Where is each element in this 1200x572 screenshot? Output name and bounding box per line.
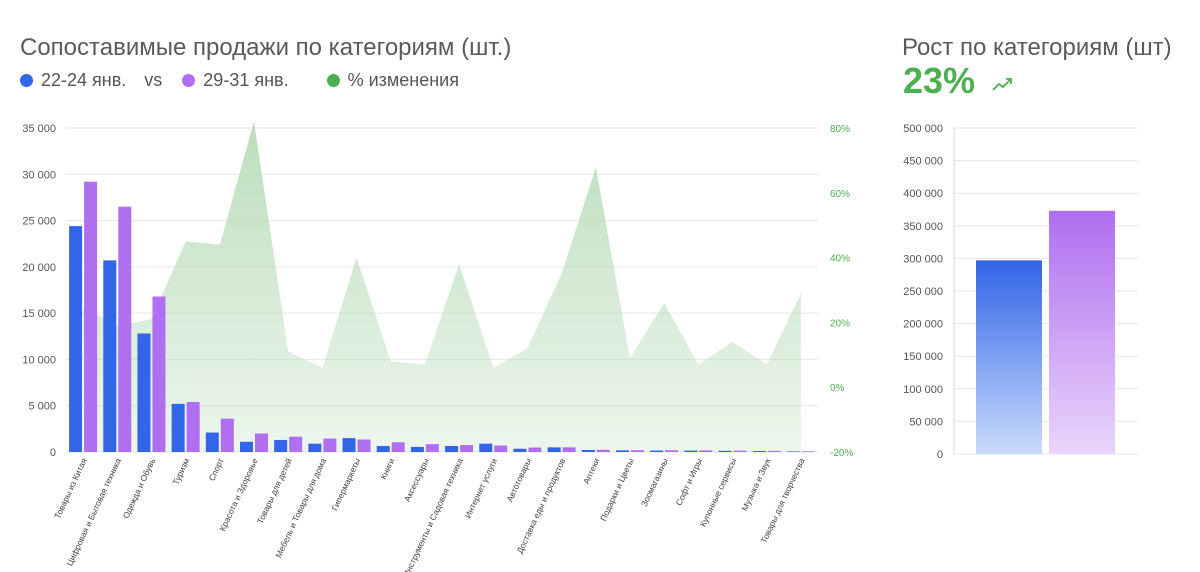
bar-series-b [562,447,576,452]
bar-series-b [152,296,166,452]
bar-series-b [186,402,200,452]
bar-series-b [801,451,815,452]
bar-series-a [513,448,527,452]
bar-series-b [84,181,98,453]
bar-series-a [103,260,117,452]
bar-series-b [220,418,234,452]
bar-series-b [494,445,508,452]
y-right-tick-label: 0% [830,383,845,394]
bar-series-b [425,444,439,452]
bar-series-a [171,403,185,452]
bar-series-a [445,445,459,452]
bar-series-b [631,450,644,452]
y-tick-label: 200 000 [903,319,943,331]
legend-label-series-b: 29-31 янв. [203,69,289,90]
bar-series-a [410,446,424,452]
y-tick-label: 250 000 [903,286,943,298]
bar-series-a [240,441,253,452]
y-tick-label: 50 000 [909,416,943,428]
y-tick-label: 450 000 [903,156,943,168]
bar-series-b [118,206,132,452]
y-right-tick-label: 60% [830,189,850,200]
y-right-tick-label: 40% [830,254,850,265]
bar-series-b [289,436,303,452]
bar-series-a [684,450,698,452]
y-left-tick-label: 30 000 [22,169,56,181]
legend-item-series-b[interactable]: 29-31 янв. [182,69,289,91]
bar-series-b [391,442,405,452]
y-left-tick-label: 25 000 [22,216,56,228]
y-tick-label: 0 [937,449,943,461]
y-tick-label: 400 000 [903,188,943,200]
bar-series-a [718,450,732,452]
y-left-tick-label: 0 [50,447,56,459]
bar-series-b [528,447,542,452]
y-tick-label: 350 000 [903,221,943,233]
y-left-tick-label: 35 000 [22,123,56,135]
bar-series-a [69,226,83,452]
legend-item-series-a[interactable]: 22-24 янв. [20,70,126,91]
y-tick-label: 150 000 [903,351,943,363]
y-left-tick-label: 10 000 [22,354,56,366]
bar-series-a [616,450,629,452]
bar-series-b [699,450,713,452]
chart-legend: 22-24 янв. vs 29-31 янв. % изменения [20,68,459,92]
growth-kpi: 23% [903,60,1015,102]
bar-series-a [786,451,800,452]
bar-series-b [596,449,610,452]
change-area [83,121,801,453]
bar-series-a [479,443,493,452]
y-tick-label: 100 000 [903,384,943,396]
bar-series-b [323,438,337,452]
legend-vs-label: vs [144,69,163,90]
growth-title: Рост по категориям (шт) [902,34,1172,61]
y-tick-label: 500 000 [903,123,943,135]
bar-series-b [460,445,474,452]
bar-series-a [342,438,356,452]
y-right-tick-label: 20% [830,318,850,329]
legend-label-series-a: 22-24 янв. [41,69,127,90]
chart-title: Сопоставимые продажи по категориям (шт.) [20,34,512,61]
growth-value: 23% [903,60,976,101]
bar-series-a [308,443,322,452]
legend-dot-green-icon [326,73,340,87]
growth-bar-series-b [1049,210,1115,454]
legend-label-change: % изменения [347,69,459,90]
bar-series-a [376,445,390,452]
bar-series-b [255,433,268,452]
growth-bar-series-a [976,260,1042,454]
bar-series-a [205,432,219,452]
trending-up-icon [992,78,1012,91]
bar-series-b [357,439,371,452]
bar-series-a [581,449,595,452]
y-right-tick-label: 80% [830,124,850,135]
bar-series-b [665,450,679,452]
y-right-tick-label: -20% [830,448,853,459]
bar-series-a [274,439,288,452]
legend-dot-purple-icon [182,73,196,87]
y-left-tick-label: 15 000 [22,308,56,320]
bar-series-b [733,450,747,452]
bar-series-a [137,333,151,452]
y-left-tick-label: 5 000 [28,401,56,413]
y-left-tick-label: 20 000 [22,262,56,274]
legend-dot-blue-icon [20,73,33,87]
bar-series-a [752,450,766,452]
legend-item-change[interactable]: % изменения [326,69,459,91]
bar-series-a [547,447,561,452]
y-tick-label: 300 000 [903,253,943,265]
bar-series-a [650,450,664,452]
bar-series-b [767,450,781,452]
category-sales-chart: 35 000 30 000 25 000 20 000 15 000 10 000 5 00… [22,121,853,572]
